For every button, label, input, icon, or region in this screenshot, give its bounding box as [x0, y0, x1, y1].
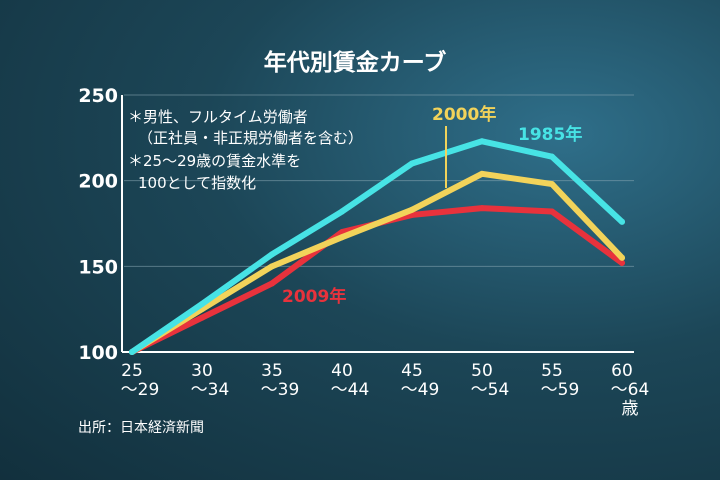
data-point	[339, 208, 345, 215]
x-tick-label: 45 〜49	[401, 361, 440, 400]
data-point	[199, 314, 205, 321]
data-point	[479, 138, 485, 145]
note-line: （正社員・非正規労働者を含む）	[138, 129, 363, 147]
data-point	[549, 208, 555, 215]
x-tick-label: 35 〜39	[261, 361, 300, 400]
data-point	[479, 170, 485, 177]
y-tick-label: 250	[78, 85, 118, 107]
y-tick-label: 150	[78, 256, 118, 278]
series-name-label: 2009年	[282, 286, 346, 307]
x-tick-label: 50 〜54	[471, 361, 510, 400]
note-line: ＊男性、フルタイム労働者	[128, 108, 308, 126]
y-tick-label: 100	[78, 342, 118, 364]
data-point	[409, 206, 415, 213]
data-point	[269, 280, 275, 287]
data-point	[619, 218, 625, 225]
chart-title: 年代別賃金カーブ	[264, 49, 447, 76]
series-labels: 2009年 2000年 1985年	[282, 104, 582, 307]
data-point	[479, 205, 485, 212]
note-line: ＊25〜29歳の賃金水準を	[128, 152, 301, 170]
note-line: 100として指数化	[138, 174, 256, 192]
series-line	[129, 138, 625, 355]
series-lines	[129, 138, 625, 355]
data-point	[619, 254, 625, 261]
x-tick-label: 30 〜34	[191, 361, 230, 400]
x-tick-label: 40 〜44	[331, 361, 370, 400]
x-tick-label: 55 〜59	[541, 361, 580, 400]
data-point	[339, 234, 345, 241]
series-name-label: 2000年	[432, 104, 496, 125]
x-tick-labels: 25 〜29 30 〜34 35 〜39 40 〜44 45 〜49 50 〜54 55 〜59 60 〜64…	[121, 361, 650, 419]
data-point	[129, 349, 135, 355]
data-point	[199, 301, 205, 308]
series-name-label: 1985年	[518, 124, 582, 145]
y-tick-labels: 100 150 200 250	[78, 85, 118, 364]
gridlines	[121, 94, 634, 353]
x-tick-label: 60 〜64 歳	[611, 361, 650, 419]
data-point	[409, 160, 415, 167]
x-tick-label: 25 〜29	[121, 361, 160, 400]
y-tick-label: 200	[78, 171, 118, 193]
data-point	[549, 153, 555, 160]
series-line	[129, 170, 625, 355]
data-point	[619, 259, 625, 266]
data-point	[269, 251, 275, 258]
data-point	[549, 181, 555, 188]
chart-notes: ＊男性、フルタイム労働者 （正社員・非正規労働者を含む） ＊25〜29歳の賃金水準を…	[128, 108, 363, 192]
data-point	[269, 263, 275, 270]
series-line	[129, 205, 625, 355]
source-note: 出所：日本経済新聞	[78, 420, 204, 436]
